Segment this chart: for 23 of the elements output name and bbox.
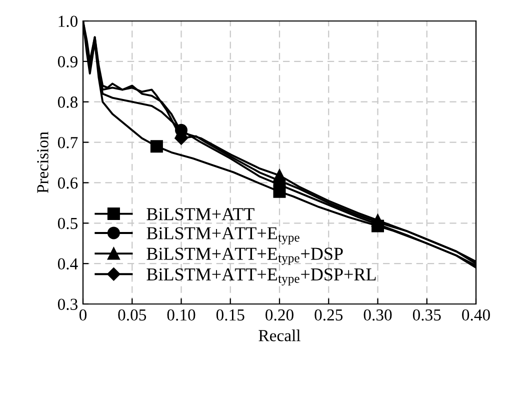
y-tick-label: 0.8 [58,96,78,108]
y-tick-label: 0.9 [58,56,78,68]
x-tick-label: 0.40 [462,309,490,321]
y-tick-label: 0.5 [58,218,78,230]
legend-label: BiLSTM+ATT+E$_{type}$ [146,227,300,244]
x-tick-label: 0.10 [167,309,196,321]
legend-label: BiLSTM+ATT [146,208,254,220]
x-tick-label: 0.05 [118,309,146,321]
x-axis-title: Recall [258,330,300,342]
x-tick-label: 0.30 [364,309,392,321]
y-axis-title: Precision [37,132,48,194]
y-tick-label: 0.4 [58,258,78,270]
x-tick-label: 0.20 [266,309,294,321]
x-tick-label: 0.15 [216,309,244,321]
y-tick-label: 0.3 [58,298,78,310]
x-tick-label: 0.35 [412,309,441,321]
x-tick-label: 0.25 [314,309,343,321]
y-tick-label: 1.0 [58,16,78,28]
y-tick-label: 0.7 [58,136,78,148]
y-tick-label: 0.6 [58,177,78,189]
x-tick-label: 0 [79,309,87,321]
legend-label: BiLSTM+ATT+E$_{type}$+DSP [146,248,343,265]
legend-label: BiLSTM+ATT+E$_{type}$+DSP+RL [146,268,376,286]
